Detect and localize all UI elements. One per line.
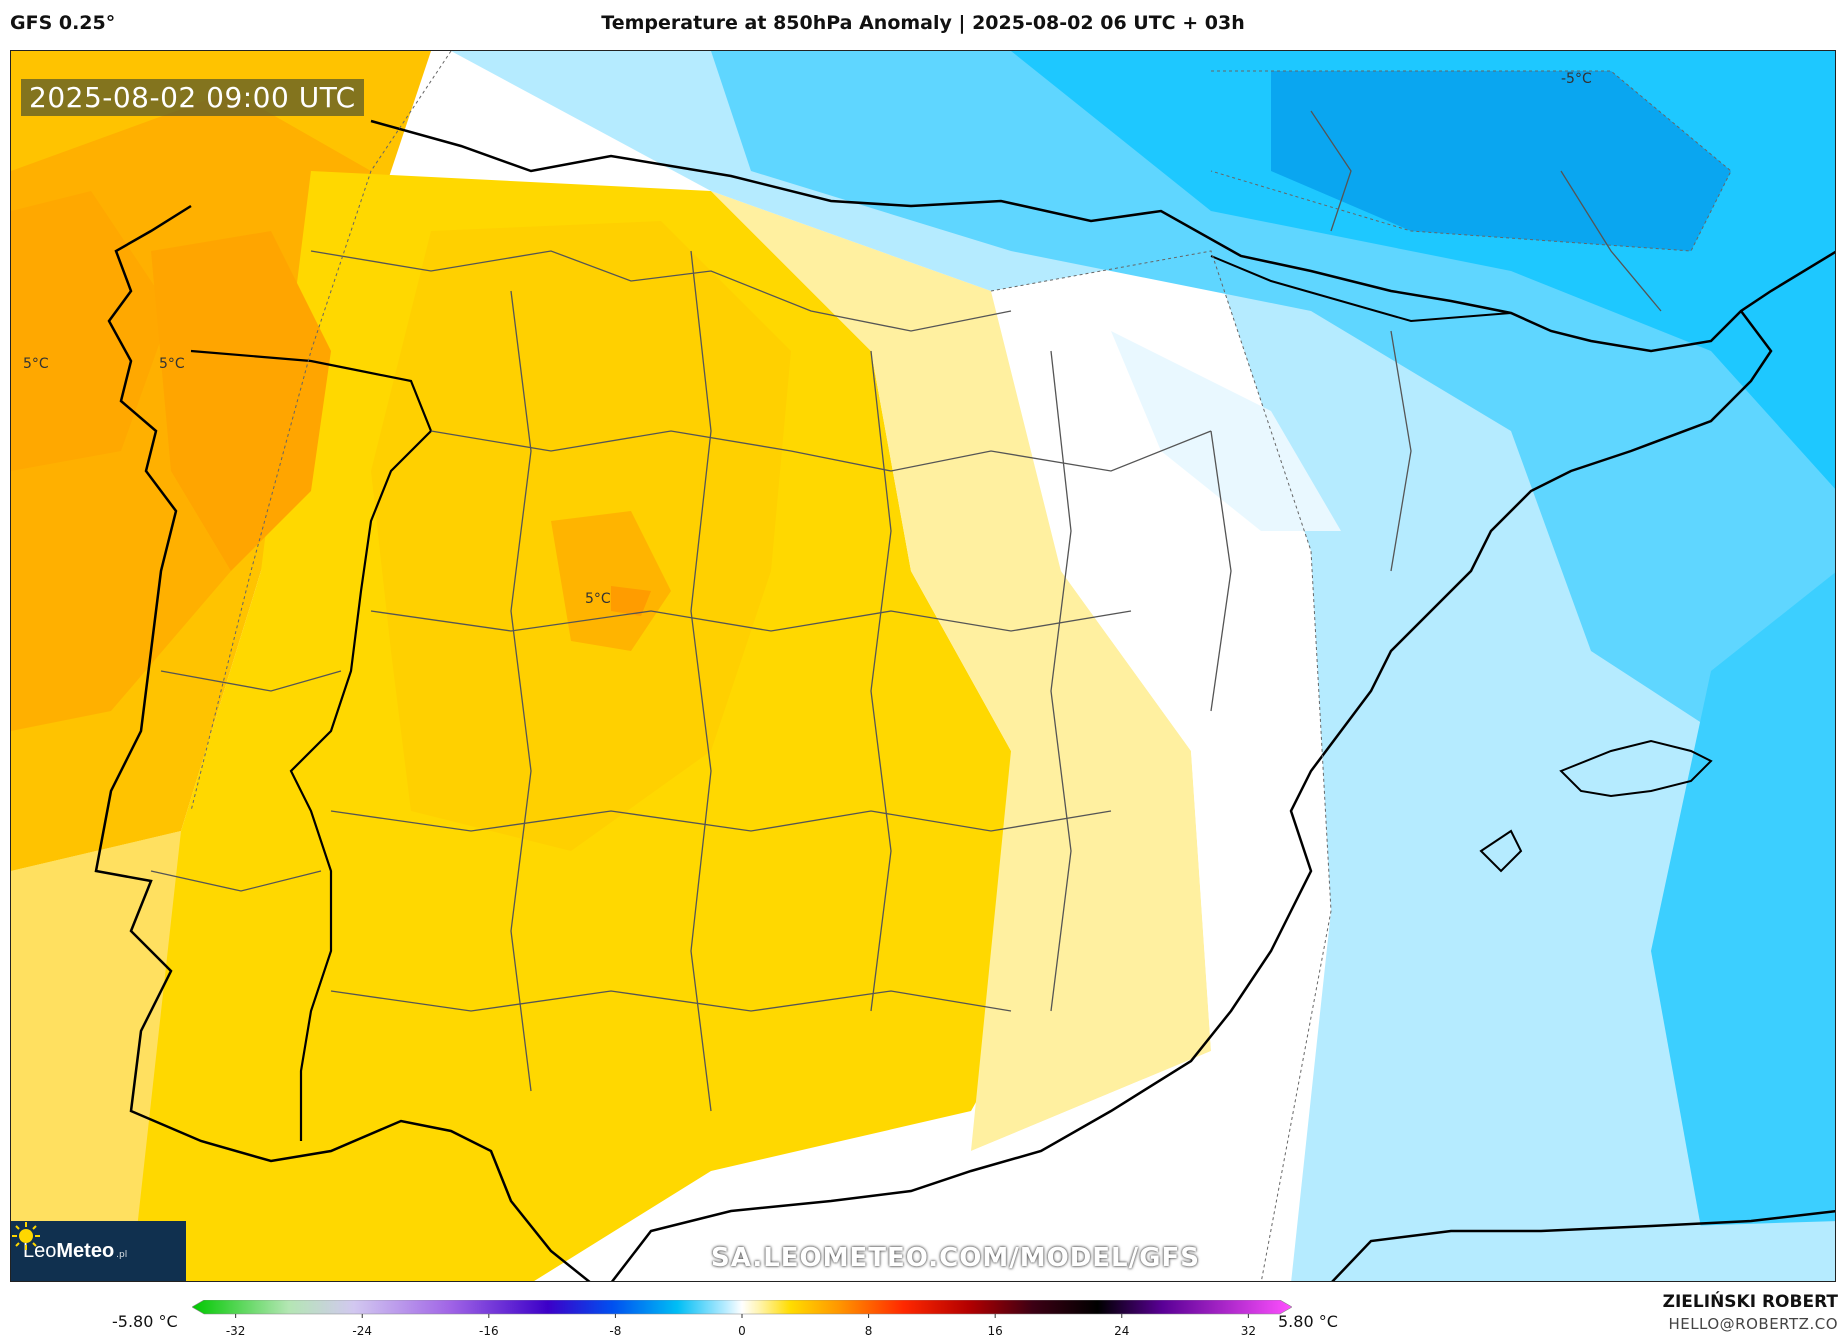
valid-time-label: 2025-08-02 09:00 UTC <box>21 79 364 116</box>
colorbar-gradient <box>192 1300 1292 1315</box>
neutral-zone <box>813 251 1331 1281</box>
logo-tld: .pl <box>116 1250 128 1260</box>
isoline-label: 5°C <box>159 356 185 372</box>
coastline-north <box>370 119 1835 353</box>
admin-borders <box>150 110 1662 1112</box>
north-africa-cold <box>1333 1221 1835 1281</box>
colorbar-tick-label: 8 <box>864 1324 873 1338</box>
colorbar-tick-label: -16 <box>479 1324 499 1338</box>
map-panel[interactable]: 2025-08-02 09:00 UTC 5°C 5°C 5°C -5°C SA… <box>10 50 1836 1282</box>
coastline-mediterranean <box>610 310 1773 1281</box>
colorbar-tick-label: 0 <box>738 1324 746 1338</box>
pale-warm-east <box>711 191 1211 1151</box>
isoline-label: -5°C <box>1561 71 1592 87</box>
colorbar-min-label: -5.80 °C <box>112 1312 178 1331</box>
border-portugal <box>190 349 433 1141</box>
model-label: GFS 0.25° <box>10 12 116 34</box>
colorbar-tick-label: 16 <box>987 1324 1003 1338</box>
cold-area-balearic <box>1651 572 1835 1281</box>
island-ibiza <box>1479 829 1523 873</box>
colorbar-tick-label: 24 <box>1114 1324 1130 1338</box>
coastline-africa <box>1331 1209 1835 1281</box>
cold-core-france <box>1271 71 1731 251</box>
coastline-west-south <box>94 204 591 1281</box>
colorbar-max-label: 5.80 °C <box>1278 1312 1338 1331</box>
author-block: ZIELIŃSKI ROBERT HELLO@ROBERTZ.CO <box>1663 1292 1838 1333</box>
isoline-label: 5°C <box>585 591 611 607</box>
leometeo-logo[interactable]: LeoMeteo .pl <box>11 1221 186 1281</box>
isoline-label: 5°C <box>23 356 49 372</box>
isolines <box>190 51 1732 1281</box>
warm-core-centre-inner <box>611 586 651 616</box>
source-url-watermark: SA.LEOMETEO.COM/MODEL/GFS <box>711 1243 1200 1273</box>
anomaly-map <box>11 51 1835 1281</box>
author-email: HELLO@ROBERTZ.CO <box>1668 1315 1838 1333</box>
colorbar-tick-label: 32 <box>1240 1324 1256 1338</box>
map-title: Temperature at 850hPa Anomaly | 2025-08-… <box>601 12 1245 34</box>
logo-brand: LeoMeteo <box>23 1239 115 1262</box>
border-france <box>1210 255 1512 323</box>
ebro-valley <box>1111 331 1341 531</box>
island-mallorca <box>1559 739 1713 798</box>
author-name: ZIELIŃSKI ROBERT <box>1662 1292 1838 1312</box>
warm-atlantic-south <box>11 831 181 1281</box>
colorbar-tick-label: -24 <box>352 1324 373 1338</box>
colorbar-tick-label: -8 <box>609 1324 622 1338</box>
colorbar-tick-label: -32 <box>225 1324 246 1338</box>
warm-core-galicia <box>151 231 331 571</box>
warm-core-galicia-sea <box>11 191 171 471</box>
sun-icon <box>12 1222 40 1250</box>
colorbar <box>192 1300 1292 1318</box>
